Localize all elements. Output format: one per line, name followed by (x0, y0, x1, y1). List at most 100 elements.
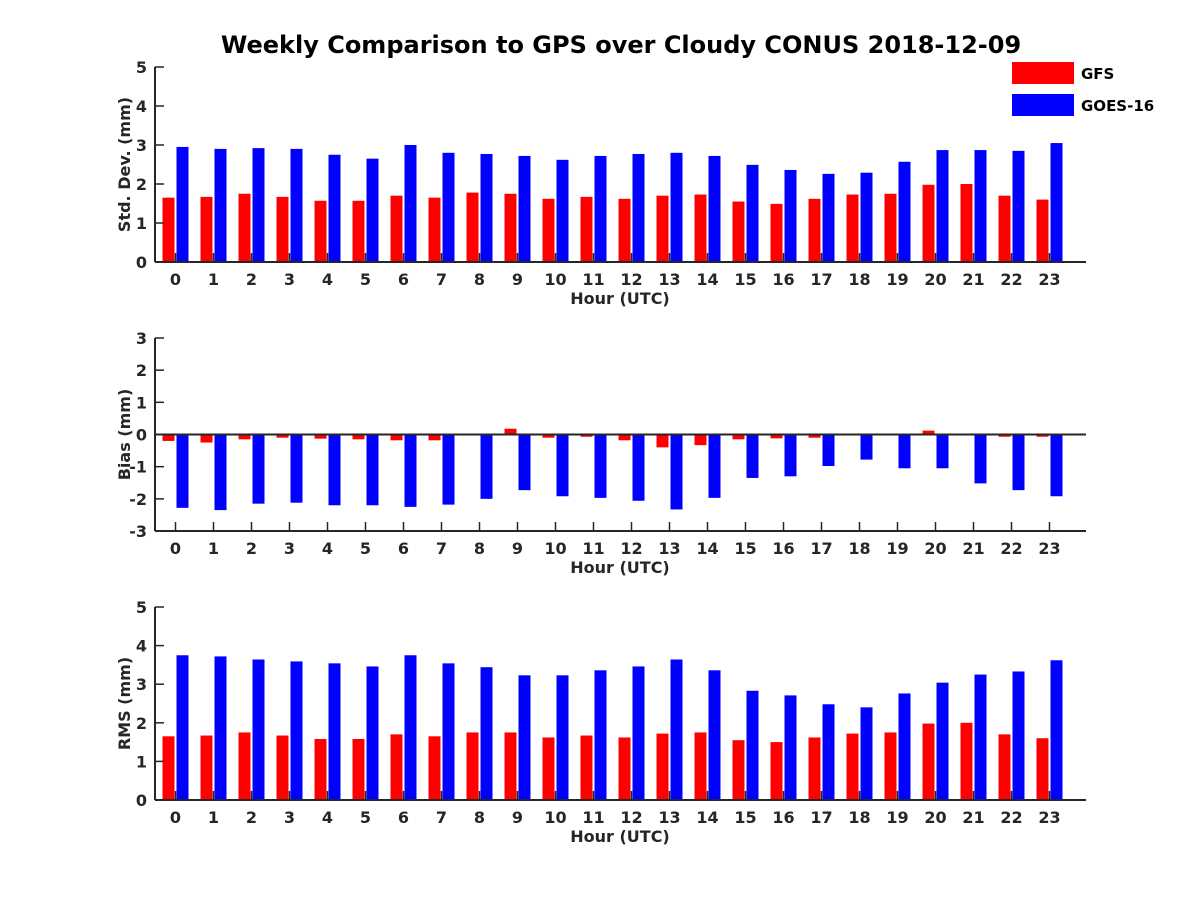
bar-goes16-panel1-h21 (974, 150, 987, 262)
bar-gfs-panel1-h2 (238, 193, 251, 262)
x-tick-label-panel3-14: 14 (696, 808, 718, 827)
x-tick-label-panel3-3: 3 (284, 808, 295, 827)
x-tick-label-panel2-19: 19 (886, 539, 908, 558)
x-tick-label-panel3-8: 8 (474, 808, 485, 827)
bar-gfs-panel1-h3 (276, 196, 289, 262)
bar-gfs-panel1-h0 (162, 197, 175, 262)
bar-gfs-panel3-h3 (276, 735, 289, 800)
bar-goes16-panel2-h19 (898, 434, 911, 469)
y-tick-label-panel1-0: 0 (136, 253, 147, 272)
x-tick-label-panel3-22: 22 (1000, 808, 1022, 827)
bar-goes16-panel1-h14 (708, 155, 721, 262)
bar-goes16-panel3-h19 (898, 693, 911, 800)
bar-gfs-panel2-h20 (922, 430, 935, 435)
x-tick-label-panel2-22: 22 (1000, 539, 1022, 558)
x-tick-label-panel3-23: 23 (1038, 808, 1060, 827)
x-tick-label-panel1-20: 20 (924, 270, 946, 289)
bar-gfs-panel3-h4 (314, 739, 327, 800)
x-tick-label-panel2-23: 23 (1038, 539, 1060, 558)
bar-gfs-panel3-h13 (656, 733, 669, 800)
y-tick-label-panel2-0: 0 (136, 426, 147, 445)
x-tick-label-panel3-10: 10 (544, 808, 566, 827)
bar-gfs-panel3-h14 (694, 732, 707, 800)
bar-goes16-panel3-h8 (480, 667, 493, 800)
bar-gfs-panel2-h1 (200, 434, 213, 443)
bar-goes16-panel1-h15 (746, 164, 759, 262)
bar-gfs-panel3-h7 (428, 736, 441, 800)
bar-gfs-panel1-h17 (808, 198, 821, 262)
bar-gfs-panel3-h18 (846, 733, 859, 800)
bar-goes16-panel3-h6 (404, 655, 417, 800)
y-axis-label-panel1: Std. Dev. (mm) (115, 97, 134, 232)
bar-goes16-panel2-h6 (404, 434, 417, 507)
y-tick-label-panel1-2: 2 (136, 175, 147, 194)
bar-goes16-panel2-h10 (556, 434, 569, 497)
bar-goes16-panel1-h23 (1050, 143, 1063, 262)
bar-gfs-panel1-h21 (960, 184, 973, 262)
bar-gfs-panel1-h22 (998, 195, 1011, 262)
y-tick-label-panel2-1: 1 (136, 393, 147, 412)
x-tick-label-panel3-15: 15 (734, 808, 756, 827)
x-tick-label-panel3-7: 7 (436, 808, 447, 827)
x-tick-label-panel1-12: 12 (620, 270, 642, 289)
bar-gfs-panel1-h11 (580, 196, 593, 262)
legend-label-gfs: GFS (1081, 65, 1114, 83)
bar-gfs-panel3-h23 (1036, 738, 1049, 800)
x-tick-label-panel2-18: 18 (848, 539, 870, 558)
y-tick-label-panel1-4: 4 (136, 97, 147, 116)
y-tick-label-panel3-5: 5 (136, 598, 147, 617)
x-tick-label-panel3-12: 12 (620, 808, 642, 827)
bar-gfs-panel3-h15 (732, 740, 745, 800)
bar-goes16-panel3-h13 (670, 659, 683, 800)
bar-gfs-panel1-h19 (884, 193, 897, 262)
bar-goes16-panel2-h4 (328, 434, 341, 506)
bar-goes16-panel2-h9 (518, 434, 531, 491)
bar-goes16-panel1-h9 (518, 155, 531, 262)
bar-goes16-panel2-h3 (290, 434, 303, 503)
x-tick-label-panel2-4: 4 (322, 539, 333, 558)
bar-gfs-panel2-h14 (694, 434, 707, 446)
bar-goes16-panel2-h21 (974, 434, 987, 484)
bar-goes16-panel1-h8 (480, 153, 493, 262)
y-tick-label-panel3-0: 0 (136, 791, 147, 810)
bar-gfs-panel2-h6 (390, 434, 403, 441)
bar-goes16-panel2-h20 (936, 434, 949, 469)
bar-goes16-panel1-h19 (898, 161, 911, 262)
legend-label-goes16: GOES-16 (1081, 97, 1154, 115)
bar-gfs-panel3-h12 (618, 737, 631, 800)
x-tick-label-panel1-2: 2 (246, 270, 257, 289)
bar-goes16-panel1-h2 (252, 148, 265, 262)
bar-gfs-panel3-h10 (542, 737, 555, 800)
x-tick-label-panel2-20: 20 (924, 539, 946, 558)
bar-goes16-panel2-h11 (594, 434, 607, 498)
x-tick-label-panel3-5: 5 (360, 808, 371, 827)
bar-goes16-panel2-h0 (176, 434, 189, 508)
bar-gfs-panel2-h3 (276, 434, 289, 438)
x-tick-label-panel1-14: 14 (696, 270, 718, 289)
x-tick-label-panel1-15: 15 (734, 270, 756, 289)
x-tick-label-panel1-17: 17 (810, 270, 832, 289)
bar-gfs-panel2-h0 (162, 434, 175, 441)
y-tick-label-panel3-2: 2 (136, 714, 147, 733)
x-tick-label-panel3-6: 6 (398, 808, 409, 827)
x-tick-label-panel3-17: 17 (810, 808, 832, 827)
x-tick-label-panel1-18: 18 (848, 270, 870, 289)
bar-gfs-panel1-h8 (466, 192, 479, 262)
bar-goes16-panel3-h3 (290, 661, 303, 800)
bar-goes16-panel2-h16 (784, 434, 797, 477)
y-tick-label-panel1-3: 3 (136, 136, 147, 155)
x-tick-label-panel1-9: 9 (512, 270, 523, 289)
bar-goes16-panel3-h11 (594, 670, 607, 800)
x-tick-label-panel2-8: 8 (474, 539, 485, 558)
x-tick-label-panel3-9: 9 (512, 808, 523, 827)
bar-goes16-panel1-h0 (176, 146, 189, 262)
bar-gfs-panel2-h13 (656, 434, 669, 448)
y-tick-label-panel1-1: 1 (136, 214, 147, 233)
x-tick-label-panel1-13: 13 (658, 270, 680, 289)
bar-gfs-panel1-h18 (846, 194, 859, 262)
bar-goes16-panel2-h8 (480, 434, 493, 499)
bar-goes16-panel2-h5 (366, 434, 379, 506)
bar-goes16-panel1-h5 (366, 158, 379, 262)
bar-gfs-panel2-h23 (1036, 434, 1049, 437)
